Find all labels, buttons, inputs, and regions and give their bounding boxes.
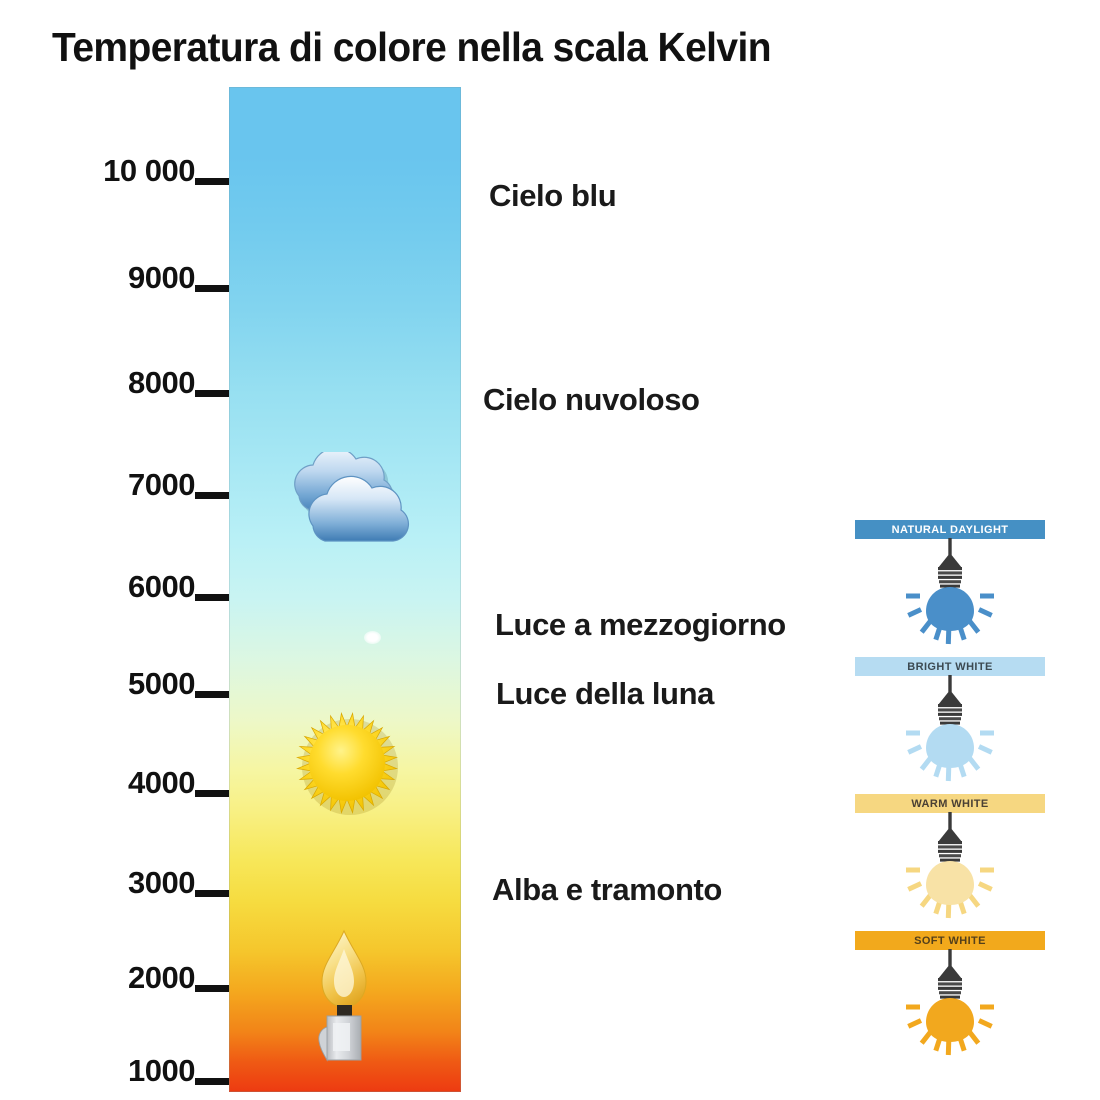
bulb-legend-band: BRIGHT WHITE [855, 657, 1045, 676]
axis-tick-mark [195, 790, 229, 797]
axis-tick-mark [195, 985, 229, 992]
bulb-legend-band: WARM WHITE [855, 794, 1045, 813]
description-label: Cielo blu [489, 178, 617, 213]
bulb-legend-card[interactable]: NATURAL DAYLIGHT [855, 520, 1045, 651]
axis-tick-label: 3000 [128, 865, 195, 900]
axis-tick-label: 4000 [128, 765, 195, 800]
bulb-legend-card[interactable]: WARM WHITE [855, 794, 1045, 925]
candle-icon [300, 923, 388, 1063]
axis-tick-label: 8000 [128, 365, 195, 400]
axis-tick-mark [195, 492, 229, 499]
axis-tick-label: 6000 [128, 569, 195, 604]
kelvin-gradient-bar [229, 87, 461, 1092]
axis-tick-mark [195, 890, 229, 897]
axis-tick-mark [195, 1078, 229, 1085]
axis-tick-label: 7000 [128, 467, 195, 502]
axis-tick-mark [195, 178, 229, 185]
bulb-legend-card[interactable]: SOFT WHITE [855, 931, 1045, 1062]
axis-tick-label: 5000 [128, 666, 195, 701]
axis-tick-label: 10 000 [103, 153, 195, 188]
sun-icon [287, 709, 407, 817]
page-title: Temperatura di colore nella scala Kelvin [52, 24, 772, 70]
axis-tick-label: 9000 [128, 260, 195, 295]
bulb-legend-card[interactable]: BRIGHT WHITE [855, 657, 1045, 788]
bulb-legend-band: NATURAL DAYLIGHT [855, 520, 1045, 539]
light-bulb-icon [900, 675, 1000, 787]
description-label: Alba e tramonto [492, 872, 722, 907]
axis-tick-label: 1000 [128, 1053, 195, 1088]
axis-tick-mark [195, 285, 229, 292]
light-bulb-icon [900, 949, 1000, 1061]
axis-tick-mark [195, 390, 229, 397]
cloud-icon [277, 447, 423, 552]
light-bulb-icon [900, 812, 1000, 924]
description-label: Cielo nuvoloso [483, 382, 700, 417]
moon-icon [364, 631, 381, 644]
bulb-legend-band: SOFT WHITE [855, 931, 1045, 950]
axis-tick-mark [195, 691, 229, 698]
light-bulb-icon [900, 538, 1000, 650]
axis-tick-label: 2000 [128, 960, 195, 995]
bulb-legend-panel: NATURAL DAYLIGHT BRIGHT WHITE WARM WHITE SO… [855, 520, 1045, 1065]
description-label: Luce della luna [496, 676, 714, 711]
axis-tick-mark [195, 594, 229, 601]
description-label: Luce a mezzogiorno [495, 607, 786, 642]
